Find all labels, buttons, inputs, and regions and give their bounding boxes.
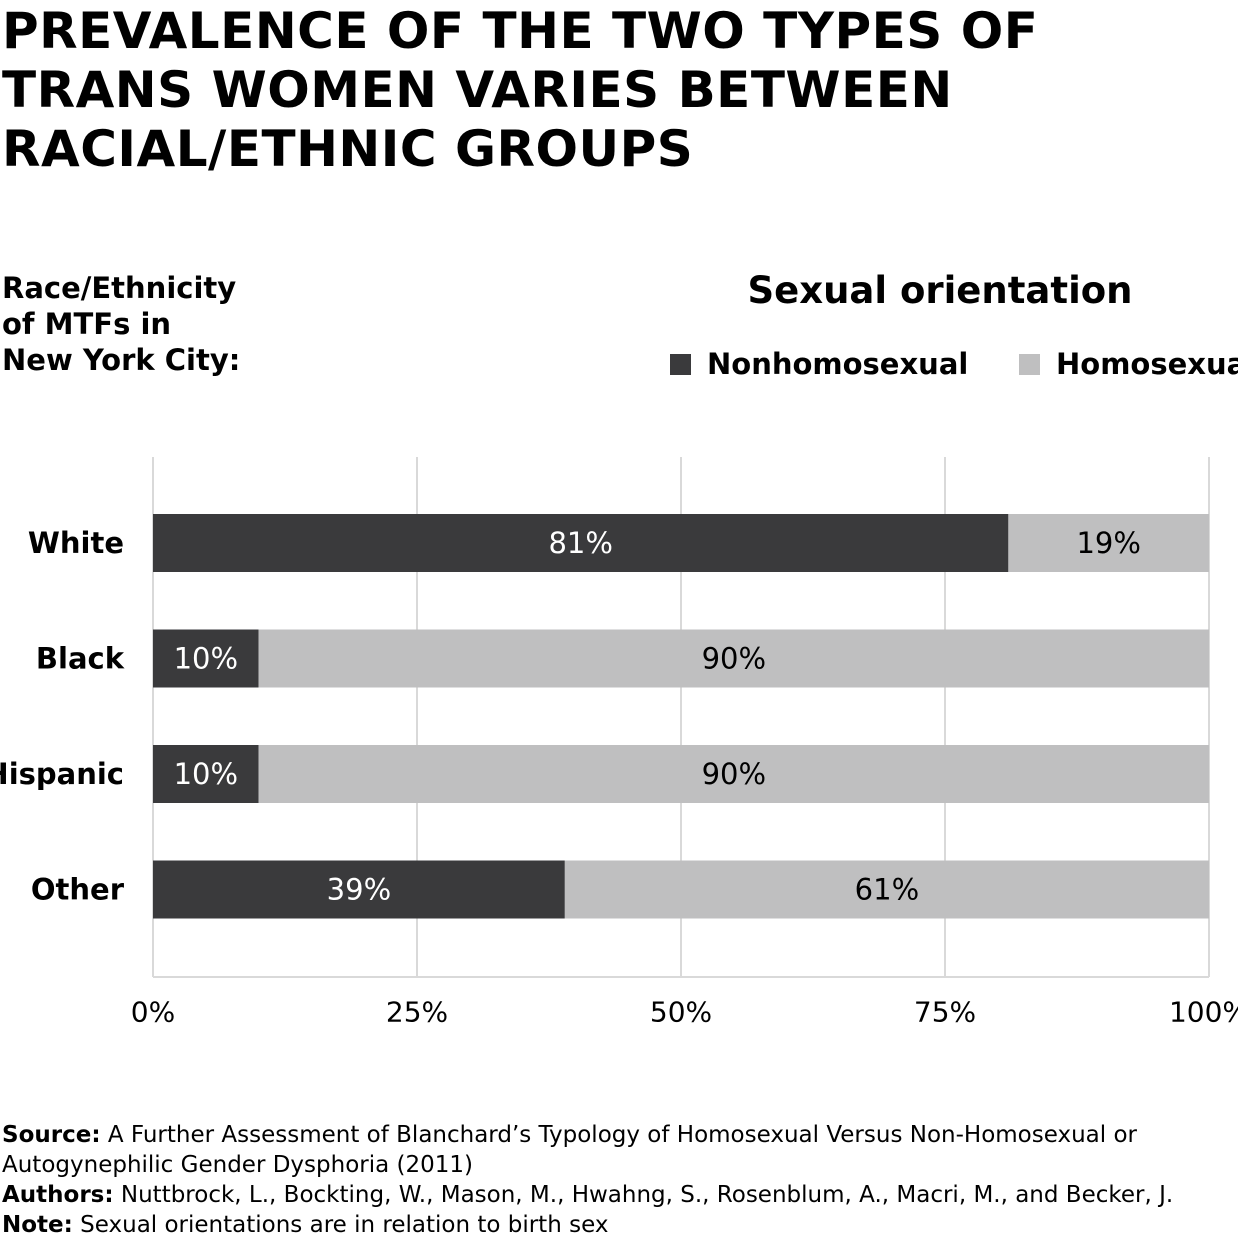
legend-title: Sexual orientation <box>747 269 1133 312</box>
data-label-nonhomosexual-other: 39% <box>327 873 391 907</box>
note-line: Note: Sexual orientations are in relatio… <box>2 1210 1234 1240</box>
x-tick-label-25: 25% <box>386 996 448 1029</box>
category-label-other: Other <box>31 873 125 907</box>
data-label-nonhomosexual-white: 81% <box>548 526 612 560</box>
bar-nonhomosexual-hispanic <box>153 745 259 803</box>
category-label-hispanic: Hispanic <box>0 757 124 791</box>
authors-line: Authors: Nuttbrock, L., Bockting, W., Ma… <box>2 1180 1234 1210</box>
bar-homosexual-other <box>564 860 1209 919</box>
x-tick-label-50: 50% <box>650 996 712 1029</box>
legend: Nonhomosexual Homosexual <box>0 344 1238 384</box>
x-tick-label-100: 100% <box>1169 996 1238 1029</box>
bar-nonhomosexual-white <box>153 514 1009 572</box>
category-label-black: Black <box>36 642 125 676</box>
x-tick-label-75: 75% <box>914 996 976 1029</box>
footer: Source: A Further Assessment of Blanchar… <box>2 1120 1234 1240</box>
data-label-homosexual-other: 61% <box>855 873 919 907</box>
bar-homosexual-hispanic <box>258 745 1210 803</box>
source-line: Source: A Further Assessment of Blanchar… <box>2 1120 1234 1180</box>
legend-item-nonhomosexual: Nonhomosexual <box>670 344 968 384</box>
category-label-white: White <box>28 526 124 560</box>
legend-swatch-homosexual <box>1019 353 1040 375</box>
bar-homosexual-black <box>258 629 1210 688</box>
authors-text: Nuttbrock, L., Bockting, W., Mason, M., … <box>120 1182 1174 1208</box>
y-axis-label: Race/Ethnicity of MTFs in New York City: <box>2 271 241 377</box>
data-label-nonhomosexual-hispanic: 10% <box>174 757 238 791</box>
bar-nonhomosexual-black <box>153 629 259 688</box>
stacked-bar-chart: White 81% 19% Black 10% 90% Hispanic 10% 90% Othe… <box>0 457 1238 1029</box>
data-label-nonhomosexual-black: 10% <box>174 642 238 676</box>
note-text: Sexual orientations are in relation to b… <box>80 1212 609 1238</box>
x-tick-label-0: 0% <box>131 996 175 1029</box>
authors-label: Authors: <box>2 1182 114 1208</box>
data-label-homosexual-hispanic: 90% <box>702 757 766 791</box>
data-label-homosexual-black: 90% <box>702 642 766 676</box>
note-label: Note: <box>2 1212 73 1238</box>
source-text: A Further Assessment of Blanchard’s Typo… <box>2 1122 1137 1178</box>
legend-label-homosexual: Homosexual <box>1056 347 1238 381</box>
legend-swatch-nonhomosexual <box>670 353 691 375</box>
source-label: Source: <box>2 1122 101 1148</box>
bar-nonhomosexual-other <box>153 860 565 919</box>
data-label-homosexual-white: 19% <box>1076 526 1140 560</box>
legend-label-nonhomosexual: Nonhomosexual <box>707 347 969 381</box>
legend-item-homosexual: Homosexual <box>1019 344 1238 384</box>
bar-homosexual-white <box>1008 514 1209 572</box>
chart-title: PREVALENCE OF THE TWO TYPES OF TRANS WOM… <box>2 2 1039 178</box>
